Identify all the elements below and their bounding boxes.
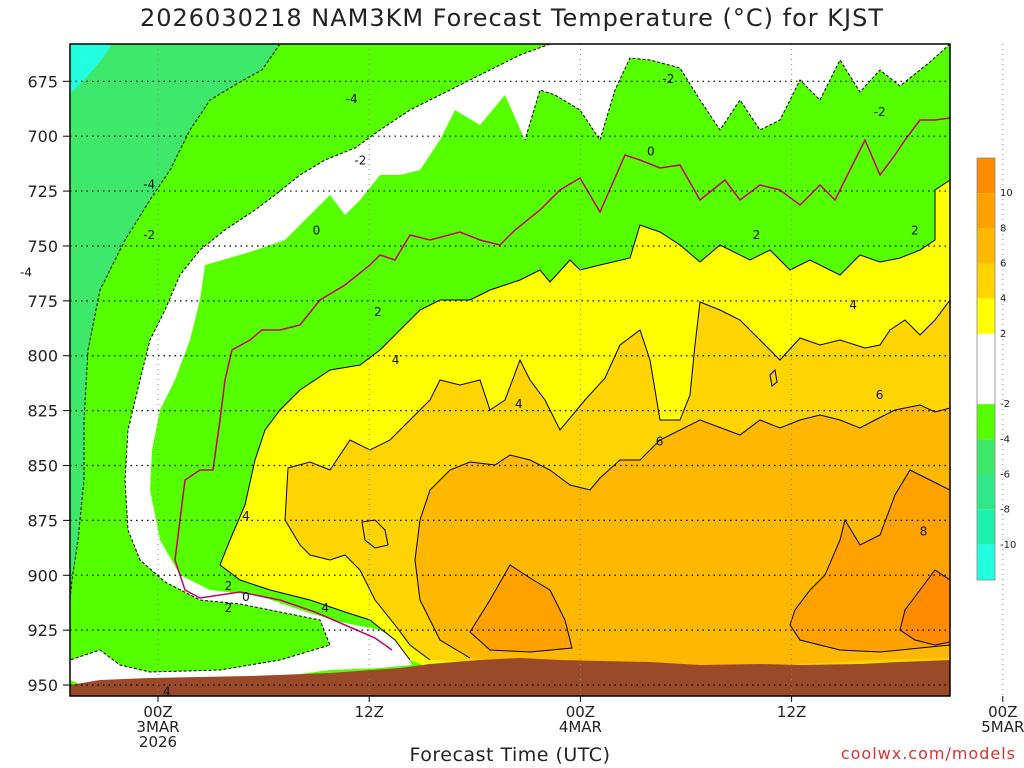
colorbar-bin-5 — [977, 333, 995, 405]
y-tick-label-900: 900 — [27, 566, 58, 585]
colorbar-label-5: -2 — [1000, 399, 1010, 410]
colorbar-frame — [976, 157, 996, 581]
y-tick-label-850: 850 — [27, 456, 58, 475]
contour-label-14: 4 — [515, 397, 523, 411]
contour-label-18: 8 — [920, 524, 928, 538]
x-tick-label-3-0: 12Z — [777, 703, 806, 721]
x-tick-label-0-1: 3MAR — [136, 718, 179, 736]
band-cold-cyan — [70, 44, 112, 96]
contour-label-22: 4 — [321, 601, 329, 615]
contour-label-13: 4 — [392, 353, 400, 367]
colorbar-label-2: 6 — [1000, 259, 1006, 270]
x-tick-label-2-1: 4MAR — [559, 718, 602, 736]
band-white — [70, 44, 950, 690]
contour-label-23: 4 — [163, 685, 171, 699]
contour-label-17: 4 — [242, 509, 250, 523]
colorbar-label-3: 4 — [1000, 294, 1006, 305]
colorbar-bin-8 — [977, 474, 995, 510]
y-tick-label-725: 725 — [27, 182, 58, 201]
contour-label-12: 4 — [849, 298, 857, 312]
y-axis: 675 700 725 750 775 800 825 850 875 900 925 950 — [27, 72, 70, 695]
contour-label-15: 6 — [876, 388, 884, 402]
band-dark-orange — [470, 470, 950, 652]
colorbar-label-8: -8 — [1000, 505, 1010, 516]
colorbar-bin-9 — [977, 509, 995, 545]
colorbar-bin-3 — [977, 263, 995, 299]
contour-label-16: 6 — [656, 434, 664, 448]
contour-label-8: 2 — [753, 228, 761, 242]
y-tick-label-925: 925 — [27, 621, 58, 640]
colorbar-bin-7 — [977, 439, 995, 475]
x-tick-label-4-0: 00Z — [988, 703, 1017, 721]
colorbar-label-9: -10 — [1000, 540, 1016, 551]
contour-label-4: 0 — [647, 145, 655, 159]
y-tick-label-825: 825 — [27, 402, 58, 421]
y-tick-label-675: 675 — [27, 72, 58, 91]
contour-label-21: 2 — [225, 601, 233, 615]
x-tick-label-2-0: 00Z — [566, 703, 595, 721]
colorbar-bin-4 — [977, 298, 995, 334]
contour-label-1: -2 — [874, 105, 886, 119]
colorbar-label-7: -6 — [1000, 470, 1010, 481]
contour-label-0: -2 — [662, 72, 674, 86]
contour-label-3: -2 — [354, 153, 366, 167]
contour-label-10: -4 — [20, 265, 32, 279]
contour-label-6: -2 — [143, 228, 155, 242]
colorbar-bin-0 — [977, 158, 995, 194]
plot-frame — [69, 43, 951, 697]
y-tick-label-800: 800 — [27, 347, 58, 366]
y-tick-label-775: 775 — [27, 292, 58, 311]
x-axis-label: Forecast Time (UTC) — [409, 744, 611, 766]
y-tick-label-950: 950 — [27, 676, 58, 695]
band-deep-orange — [900, 570, 950, 645]
x-tick-label-0-2: 2026 — [139, 733, 177, 751]
contour-label-20: 0 — [242, 590, 250, 604]
contour-label-19: 2 — [225, 579, 233, 593]
colorbar-label-1: 8 — [1000, 223, 1006, 234]
colorbar-label-4: 2 — [1000, 329, 1006, 340]
colorbar: 10 8 6 4 2 -2 -4 -6 -8 -10 — [976, 157, 1016, 581]
credit-link[interactable]: coolwx.com/models — [840, 744, 1016, 763]
y-tick-label-750: 750 — [27, 237, 58, 256]
contour-label-9: 2 — [911, 224, 919, 238]
y-tick-label-875: 875 — [27, 511, 58, 530]
y-tick-label-700: 700 — [27, 127, 58, 146]
band-cold-teal — [70, 44, 280, 600]
contour-label-2: -4 — [346, 92, 358, 106]
terrain — [70, 658, 950, 696]
colorbar-bin-1 — [977, 193, 995, 229]
grid-lines — [70, 44, 1004, 696]
colorbar-bin-6 — [977, 404, 995, 440]
colorbar-label-6: -4 — [1000, 434, 1010, 445]
contour-label-7: 0 — [313, 224, 321, 238]
colorbar-bin-10 — [977, 544, 995, 580]
colorbar-bin-2 — [977, 228, 995, 264]
colorbar-label-0: 10 — [1000, 188, 1013, 199]
x-tick-label-1-0: 12Z — [355, 703, 384, 721]
contour-label-11: 2 — [374, 305, 382, 319]
x-tick-label-0-0: 00Z — [143, 703, 172, 721]
x-tick-label-4-1: 5MAR — [981, 718, 1024, 736]
contour-lines — [70, 44, 950, 673]
chart-title: 2026030218 NAM3KM Forecast Temperature (… — [139, 4, 885, 32]
contour-label-5: -4 — [143, 177, 155, 191]
